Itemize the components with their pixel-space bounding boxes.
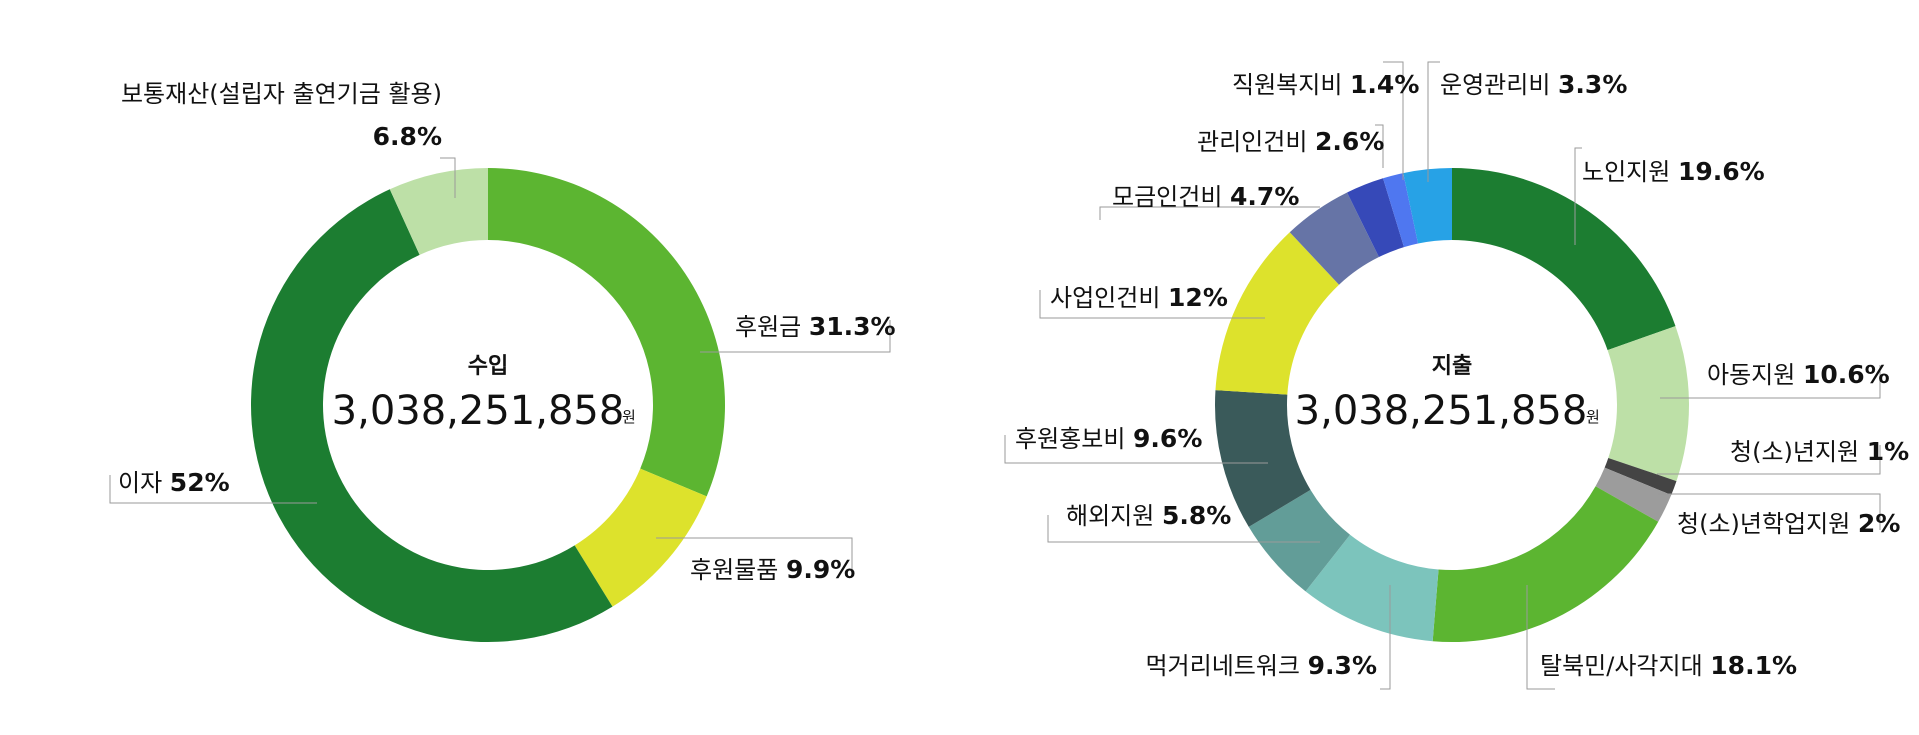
- expense-label: 탈북민/사각지대 18.1%: [1540, 651, 1797, 680]
- income-leader-line: [440, 157, 456, 198]
- income-leader-line: [656, 537, 853, 570]
- expense-label-name: 사업인건비: [1050, 284, 1168, 312]
- expense-leader-line: [1574, 147, 1582, 245]
- income-label-value: 31.3%: [809, 312, 896, 341]
- expense-donut-chart: 노인지원 19.6% 아동지원 10.6% 청(소)년지원 1% 청(소)년학업지원 …: [1004, 61, 1909, 690]
- expense-leader-line: [1039, 290, 1265, 319]
- expense-label-value: 18.1%: [1710, 651, 1797, 680]
- expense-label-name: 모금인건비: [1112, 183, 1230, 211]
- income-label-name: 후원물품: [690, 556, 786, 584]
- income-label-name: 후원금: [735, 313, 809, 341]
- expense-label-value: 9.6%: [1133, 424, 1202, 453]
- expense-leader-line: [1427, 61, 1440, 182]
- expense-slice-아동지원: [1607, 326, 1689, 482]
- income-slice-후원금: [488, 168, 725, 497]
- income-label-value: 6.8%: [373, 122, 442, 151]
- expense-label: 청(소)년학업지원 2%: [1677, 509, 1900, 538]
- expense-leader-line: [1526, 585, 1555, 690]
- expense-label: 청(소)년지원 1%: [1730, 437, 1909, 466]
- expense-label-value: 10.6%: [1803, 360, 1890, 389]
- expense-slice-모금인건비: [1289, 192, 1379, 285]
- expense-leader-line: [1380, 585, 1391, 690]
- expense-label-value: 9.3%: [1308, 651, 1377, 680]
- expense-label-name: 노인지원: [1582, 158, 1678, 186]
- income-leader-line: [109, 475, 317, 504]
- expense-center-unit: 원: [1586, 408, 1600, 426]
- income-slice-후원물품: [574, 468, 707, 607]
- expense-label: 관리인건비 2.6%: [1197, 127, 1384, 156]
- income-label: 후원금 31.3%: [735, 312, 896, 341]
- expense-leader-line: [1004, 435, 1268, 464]
- expense-label: 사업인건비 12%: [1050, 283, 1228, 312]
- expense-center-amount: 3,038,251,858: [1295, 388, 1588, 434]
- expense-label-name: 해외지원: [1066, 502, 1162, 530]
- expense-leader-line: [1660, 365, 1881, 399]
- expense-label-name: 후원홍보비: [1015, 425, 1133, 453]
- expense-label-value: 12%: [1168, 283, 1228, 312]
- expense-label-value: 19.6%: [1678, 157, 1765, 186]
- expense-label-name: 아동지원: [1707, 361, 1803, 389]
- expense-label-value: 2%: [1858, 509, 1900, 538]
- expense-leader-line: [1047, 515, 1320, 543]
- expense-label: 아동지원 10.6%: [1707, 360, 1890, 389]
- income-center-title: 수입: [468, 354, 508, 379]
- expense-slice-해외지원: [1248, 489, 1351, 592]
- expense-slice-청-소-년지원: [1604, 457, 1677, 496]
- expense-label: 해외지원 5.8%: [1066, 501, 1231, 530]
- income-slice-이자: [250, 189, 613, 643]
- income-leader-line: [700, 320, 891, 353]
- expense-slice-사업인건비: [1215, 232, 1340, 395]
- expense-leader-line: [1657, 445, 1881, 475]
- income-label-value: 52%: [170, 468, 230, 497]
- expense-slice-직원복지비: [1383, 173, 1419, 248]
- expense-label-value: 1.4%: [1350, 70, 1419, 99]
- expense-slice-노인지원: [1452, 168, 1676, 351]
- income-label: 후원물품 9.9%: [690, 555, 855, 584]
- expense-label-name: 운영관리비: [1440, 71, 1558, 99]
- expense-label: 모금인건비 4.7%: [1112, 182, 1299, 211]
- expense-label-value: 3.3%: [1558, 70, 1627, 99]
- expense-slice-탈북민-사각지대: [1432, 486, 1659, 642]
- expense-label: 운영관리비 3.3%: [1440, 70, 1627, 99]
- expense-label: 후원홍보비 9.6%: [1015, 424, 1202, 453]
- expense-label-value: 2.6%: [1315, 127, 1384, 156]
- expense-slice-운영관리비: [1403, 168, 1452, 244]
- expense-slice-먹거리네트워크: [1305, 534, 1439, 642]
- expense-label-value: 5.8%: [1162, 501, 1231, 530]
- expense-label-value: 1%: [1867, 437, 1909, 466]
- income-donut-chart: 후원금 31.3% 후원물품 9.9% 이자 52% 보통재산(설립자 출연기금 활용…: [109, 80, 896, 643]
- income-center-amount: 3,038,251,858: [332, 388, 625, 434]
- expense-label-value: 4.7%: [1230, 182, 1299, 211]
- expense-label-name: 탈북민/사각지대: [1540, 652, 1710, 680]
- expense-label-name: 관리인건비: [1197, 128, 1315, 156]
- income-label-value: 9.9%: [786, 555, 855, 584]
- expense-label: 먹거리네트워크 9.3%: [1145, 651, 1377, 680]
- income-label-name: 이자: [118, 469, 170, 497]
- expense-label-name: 직원복지비: [1232, 71, 1350, 99]
- expense-slice-청-소-년학업지원: [1595, 467, 1672, 522]
- expense-label-name: 청(소)년학업지원: [1677, 510, 1858, 538]
- expense-slice-후원홍보비: [1214, 390, 1311, 527]
- expense-label: 직원복지비 1.4%: [1232, 70, 1419, 99]
- income-center-unit: 원: [622, 408, 636, 426]
- expense-label-name: 청(소)년지원: [1730, 438, 1867, 466]
- income-label-name: 보통재산(설립자 출연기금 활용): [121, 80, 442, 108]
- expense-label: 노인지원 19.6%: [1582, 157, 1765, 186]
- expense-leader-line: [1383, 61, 1404, 180]
- expense-label-name: 먹거리네트워크: [1145, 652, 1307, 680]
- expense-leader-line: [1375, 124, 1384, 168]
- expense-leader-line: [1099, 206, 1320, 220]
- expense-leader-line: [1658, 493, 1881, 530]
- income-slice-보통재산-설립자-출연기금-활용: [389, 168, 488, 255]
- expense-slice-관리인건비: [1347, 178, 1404, 258]
- expense-center-title: 지출: [1432, 354, 1472, 379]
- income-label: 이자 52%: [118, 468, 230, 497]
